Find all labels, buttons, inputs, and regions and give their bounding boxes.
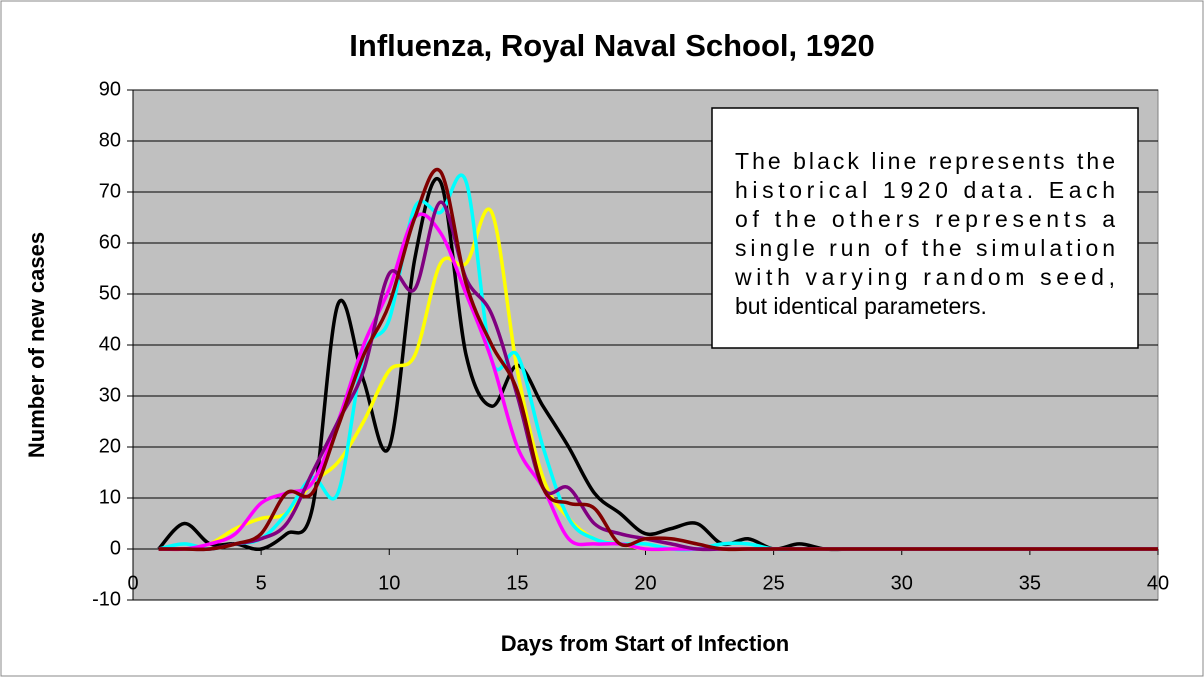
y-tick-label: 80 [99,129,121,151]
y-tick-label: 30 [99,384,121,406]
x-tick-label: 15 [506,572,528,594]
y-tick-label: 50 [99,282,121,304]
x-axis-label: Days from Start of Infection [501,631,789,656]
x-tick-label: 20 [634,572,656,594]
x-tick-label: 25 [763,572,785,594]
x-tick-label: 35 [1019,572,1041,594]
annotation-line: with varying random seed, [734,264,1115,290]
y-tick-label: 60 [99,231,121,253]
y-tick-label: 90 [99,78,121,100]
annotation-line: of the others represents a [735,206,1115,232]
x-tick-label: 10 [378,572,400,594]
y-tick-label: 20 [99,435,121,457]
annotation-line: historical 1920 data. Each [735,177,1115,203]
chart-title: Influenza, Royal Naval School, 1920 [349,28,874,63]
x-tick-label: 30 [891,572,913,594]
y-tick-label: -10 [92,588,121,610]
x-tick-label: 40 [1147,572,1169,594]
x-tick-label: 5 [256,572,267,594]
annotation-line: single run of the simulation [735,235,1115,261]
x-tick-label: 0 [127,572,138,594]
series-line [158,167,1158,552]
y-tick-label: 40 [99,333,121,355]
annotation-box [711,107,1139,349]
y-tick-label: 10 [99,486,121,508]
y-tick-label: 0 [110,537,121,559]
y-axis-label: Number of new cases [24,232,49,458]
annotation-line: but identical parameters. [735,293,987,319]
y-tick-label: 70 [99,180,121,202]
